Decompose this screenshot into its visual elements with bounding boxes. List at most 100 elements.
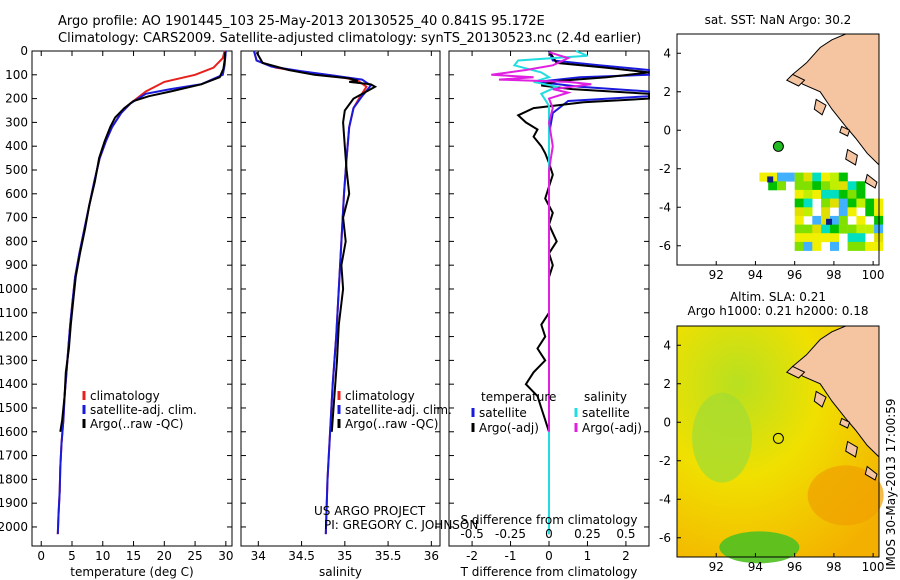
y-tick-label: 1100 (0, 306, 28, 320)
sst-pixel (838, 181, 848, 191)
sst-pixel (865, 224, 875, 234)
y-tick-label: -6 (659, 531, 671, 545)
x-tick-label: 94 (748, 560, 763, 574)
y-tick-label: 1000 (0, 282, 28, 296)
sumatra-landmass (791, 33, 880, 167)
y-tick-label: 900 (5, 258, 28, 272)
x-tick-label: 5 (68, 549, 76, 563)
x-tick-label: 94 (748, 268, 763, 282)
island (864, 173, 878, 189)
sst-pixel (821, 189, 831, 199)
sst-pixel (847, 198, 857, 208)
legend-group-title: temperature (481, 390, 556, 404)
y-tick-label: 200 (5, 92, 28, 106)
x-tick-label: 35 (337, 549, 352, 563)
legend-label: climatology (90, 389, 160, 403)
y-tick-label: 500 (5, 163, 28, 177)
sla-low-patch (692, 392, 753, 483)
x-tick-label: 35.5 (375, 549, 402, 563)
sst-pixel (768, 181, 778, 191)
sst-pixel (847, 233, 857, 243)
temperature-profile-frame (31, 50, 233, 547)
map-subtitle: Argo h1000: 0.21 h2000: 0.18 (688, 304, 869, 318)
legend-label: satellite (479, 406, 527, 420)
y-tick-label: 1600 (0, 425, 28, 439)
sst-pixel (759, 172, 769, 182)
island (813, 98, 827, 116)
sst-pixel (794, 233, 804, 243)
map-frame (676, 33, 880, 266)
y-tick-label: 2000 (0, 520, 28, 534)
legend-label: Argo(..raw -QC) (345, 417, 438, 431)
sst-pixel (856, 233, 866, 243)
y-tick-label: 300 (5, 115, 28, 129)
sst-pixel (838, 189, 848, 199)
pi-annotation: PI: GREGORY C. JOHNSON (324, 518, 478, 532)
y-tick-label: 1300 (0, 353, 28, 367)
sst-pixel (812, 215, 822, 225)
sst-pixel (838, 215, 848, 225)
sst-pixel (794, 215, 804, 225)
y-tick-label: 0 (20, 44, 28, 58)
legend-label: Argo(-adj) (582, 421, 642, 435)
timestamp-stamp: IMOS 30-May-2013 17:00:59 (884, 398, 898, 570)
x-top-tick-label: 0 (545, 527, 553, 541)
y-tick-label: 2 (663, 85, 671, 99)
sla-high-patch (807, 465, 884, 526)
sst-pixel (812, 181, 822, 191)
argo-position-marker (772, 432, 784, 444)
x-tick-label: 34.5 (288, 549, 315, 563)
x-tick-label: 25 (187, 549, 202, 563)
x-tick-label: 30 (218, 549, 233, 563)
island (864, 465, 878, 481)
x-tick-label: 98 (826, 268, 841, 282)
x-tick-label: 100 (862, 268, 885, 282)
x-axis-label: temperature (deg C) (70, 565, 193, 579)
x-tick-label: -1 (505, 549, 517, 563)
sst-pixel (785, 172, 795, 182)
sst-pixel (838, 224, 848, 234)
y-tick-label: 100 (5, 68, 28, 82)
x-tick-label: -2 (466, 549, 478, 563)
sst-pixel (826, 218, 833, 225)
series-line-argo_s (491, 51, 592, 432)
series-line-argo (59, 52, 227, 432)
x-tick-label: 15 (126, 549, 141, 563)
legend-label: climatology (345, 389, 415, 403)
y-tick-label: 2 (663, 377, 671, 391)
y-tick-label: 4 (663, 338, 671, 352)
island (845, 148, 858, 166)
sst-pixel (856, 241, 866, 251)
y-tick-label: 1200 (0, 330, 28, 344)
y-tick-label: 1800 (0, 472, 28, 486)
x-tick-label: 0 (37, 549, 45, 563)
island (845, 440, 858, 458)
sst-pixel (803, 224, 813, 234)
map-title: Altim. SLA: 0.21 (730, 290, 826, 304)
sst-pixel (830, 189, 839, 199)
sst-pixel (803, 233, 813, 243)
x-tick-label: 98 (826, 560, 841, 574)
sst-pixel (767, 176, 774, 183)
page-subtitle: Climatology: CARS2009. Satellite-adjuste… (58, 31, 642, 46)
x-tick-label: 96 (787, 560, 802, 574)
sst-pixel (838, 172, 848, 182)
sst-pixel (794, 241, 804, 251)
series-line-sat (253, 50, 373, 535)
x-top-tick-label: 0.5 (616, 527, 635, 541)
legend-label: satellite-adj. clim. (345, 403, 452, 417)
sst-pixel (830, 241, 839, 251)
sst-pixel (803, 181, 813, 191)
sla-low-patch (719, 531, 800, 564)
sumatra-landmass (791, 325, 880, 459)
sst-pixel (856, 215, 866, 225)
sst-pixel (821, 181, 831, 191)
map-frame (676, 325, 880, 558)
y-tick-label: 1400 (0, 377, 28, 391)
sst-pixel (812, 189, 822, 199)
y-tick-label: 1700 (0, 449, 28, 463)
